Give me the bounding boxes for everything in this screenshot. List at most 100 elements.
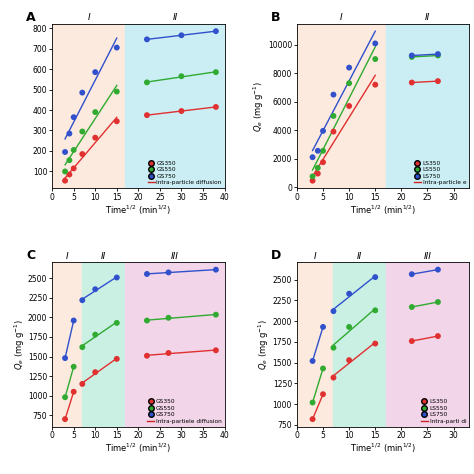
Point — [329, 91, 337, 99]
Point — [164, 314, 172, 321]
Text: B: B — [271, 10, 281, 24]
Point — [319, 158, 327, 166]
Point — [70, 363, 77, 371]
Point — [434, 266, 442, 273]
X-axis label: Time$^{1/2}$ (min$^{1/2}$): Time$^{1/2}$ (min$^{1/2}$) — [350, 442, 416, 455]
Point — [91, 108, 99, 116]
Point — [143, 111, 151, 119]
Point — [79, 150, 86, 158]
Bar — [126, 24, 225, 188]
Text: D: D — [271, 249, 281, 262]
Point — [329, 374, 337, 382]
Point — [372, 340, 379, 347]
Point — [143, 317, 151, 324]
Point — [61, 168, 69, 175]
Point — [212, 103, 219, 111]
Point — [212, 311, 219, 319]
Bar — [386, 262, 469, 427]
Point — [212, 266, 219, 273]
Point — [70, 388, 77, 395]
Point — [329, 344, 337, 352]
Point — [61, 415, 69, 423]
Point — [212, 27, 219, 35]
Point — [434, 50, 442, 58]
Text: I: I — [88, 13, 90, 22]
Point — [143, 352, 151, 360]
Point — [434, 52, 442, 59]
Point — [408, 303, 416, 311]
Point — [346, 356, 353, 364]
Text: A: A — [26, 10, 36, 24]
Point — [319, 147, 327, 155]
X-axis label: Time$^{1/2}$ (min$^{1/2}$): Time$^{1/2}$ (min$^{1/2}$) — [350, 203, 416, 217]
Point — [61, 354, 69, 362]
Point — [346, 80, 353, 87]
Point — [91, 331, 99, 338]
Point — [329, 307, 337, 315]
Point — [178, 107, 185, 115]
Text: III: III — [424, 252, 431, 261]
Point — [113, 118, 120, 125]
Bar — [82, 262, 126, 427]
Point — [309, 173, 316, 180]
Point — [408, 270, 416, 278]
Point — [91, 368, 99, 376]
Point — [113, 88, 120, 95]
Bar — [52, 262, 82, 427]
Point — [372, 40, 379, 47]
Point — [408, 337, 416, 345]
Point — [309, 415, 316, 423]
Point — [143, 36, 151, 43]
Point — [319, 365, 327, 372]
Point — [113, 273, 120, 281]
Point — [79, 296, 86, 304]
Legend: GS350, GS550, GS750, Intra-partiele diffusion: GS350, GS550, GS750, Intra-partiele diff… — [146, 398, 223, 425]
Point — [178, 31, 185, 39]
Legend: LS350, LS550, LS750, Intra-parti di: LS350, LS550, LS750, Intra-parti di — [420, 398, 467, 425]
Y-axis label: $Q_e$ (mg g$^{-1}$): $Q_e$ (mg g$^{-1}$) — [12, 319, 27, 370]
Point — [309, 177, 316, 184]
Bar — [52, 24, 126, 188]
Bar — [333, 262, 386, 427]
Point — [113, 44, 120, 51]
Point — [408, 52, 416, 59]
Point — [65, 130, 73, 137]
Text: II: II — [357, 252, 362, 261]
Text: II: II — [425, 13, 430, 22]
Point — [319, 323, 327, 331]
Point — [346, 64, 353, 72]
X-axis label: Time$^{1/2}$ (min$^{1/2}$): Time$^{1/2}$ (min$^{1/2}$) — [105, 203, 172, 217]
Point — [164, 349, 172, 357]
Point — [309, 357, 316, 365]
Point — [372, 81, 379, 89]
Text: II: II — [173, 13, 178, 22]
Text: III: III — [171, 252, 179, 261]
Point — [319, 127, 327, 135]
Bar — [126, 262, 225, 427]
Point — [70, 317, 77, 324]
Point — [434, 77, 442, 85]
Point — [346, 290, 353, 298]
Point — [79, 380, 86, 388]
Point — [434, 332, 442, 340]
Point — [65, 156, 73, 164]
Point — [329, 112, 337, 120]
Point — [178, 73, 185, 80]
Point — [61, 148, 69, 156]
Point — [70, 113, 77, 121]
Point — [61, 177, 69, 184]
Point — [113, 355, 120, 363]
Bar — [297, 24, 386, 188]
Legend: LS350, LS550, LS750, Intra-particle e: LS350, LS550, LS750, Intra-particle e — [413, 159, 467, 186]
Point — [143, 270, 151, 278]
Point — [61, 393, 69, 401]
Point — [408, 53, 416, 61]
Point — [91, 285, 99, 293]
Point — [314, 164, 321, 172]
Point — [143, 79, 151, 86]
Point — [309, 154, 316, 161]
Bar — [297, 262, 333, 427]
Text: II: II — [101, 252, 107, 261]
Point — [79, 89, 86, 96]
Point — [70, 146, 77, 154]
